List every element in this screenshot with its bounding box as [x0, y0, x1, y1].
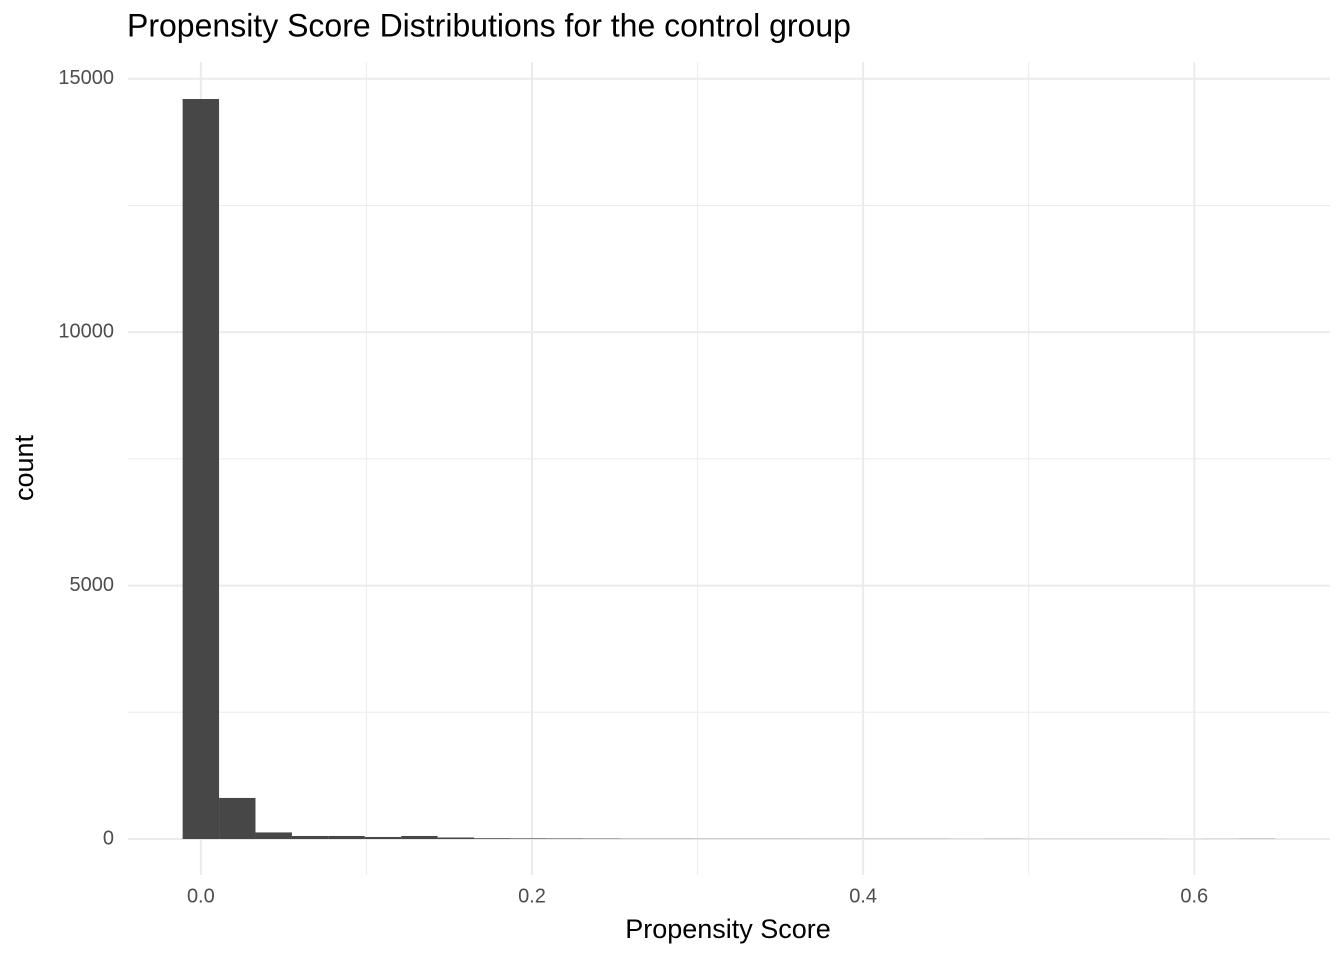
bar [291, 835, 329, 840]
y-tick-label: 15000 [58, 67, 114, 89]
bar [437, 837, 475, 840]
bar [546, 838, 584, 840]
bar [255, 832, 292, 840]
x-axis-title: Propensity Score [625, 914, 831, 944]
x-tick-label: 0.0 [187, 885, 215, 907]
bar [182, 99, 220, 840]
y-tick-label: 10000 [58, 320, 114, 342]
bar [328, 835, 365, 840]
grid [128, 62, 1330, 875]
bar [474, 838, 511, 840]
bar [219, 797, 256, 840]
bars [182, 99, 1276, 840]
chart-title: Propensity Score Distributions for the c… [127, 7, 851, 43]
bar [401, 835, 438, 840]
y-tick-label: 0 [103, 827, 114, 849]
x-tick-label: 0.2 [518, 885, 546, 907]
bar [510, 838, 547, 840]
y-tick-label: 5000 [70, 574, 115, 596]
x-tick-label: 0.4 [849, 885, 877, 907]
x-tick-label: 0.6 [1180, 885, 1208, 907]
bar [364, 836, 402, 840]
y-axis-title: count [9, 434, 39, 501]
